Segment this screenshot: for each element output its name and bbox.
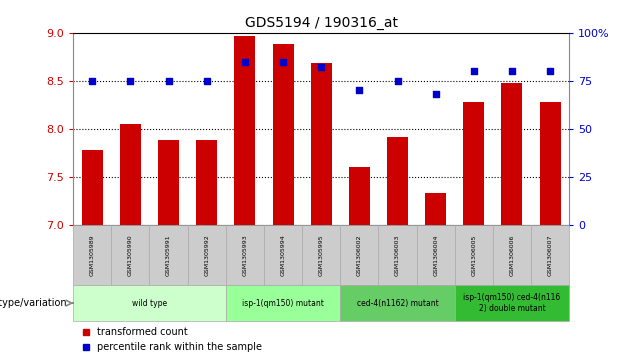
FancyBboxPatch shape: [73, 285, 226, 321]
Point: [87, 78, 97, 84]
FancyBboxPatch shape: [188, 225, 226, 285]
Bar: [540, 102, 561, 225]
FancyBboxPatch shape: [264, 225, 302, 285]
Bar: [197, 140, 218, 225]
Point: [392, 78, 403, 84]
Point: [163, 78, 174, 84]
Text: GSM1305990: GSM1305990: [128, 234, 133, 276]
Bar: [158, 140, 179, 225]
Text: GSM1305992: GSM1305992: [204, 234, 209, 276]
FancyBboxPatch shape: [302, 225, 340, 285]
FancyBboxPatch shape: [111, 225, 149, 285]
Text: isp-1(qm150) mutant: isp-1(qm150) mutant: [242, 299, 324, 307]
Text: GSM1305991: GSM1305991: [166, 234, 171, 276]
Point: [240, 58, 250, 65]
Text: GSM1306004: GSM1306004: [433, 234, 438, 276]
Text: GSM1306005: GSM1306005: [471, 234, 476, 276]
Bar: [81, 150, 103, 225]
FancyBboxPatch shape: [340, 225, 378, 285]
Text: GSM1306007: GSM1306007: [548, 234, 553, 276]
Text: wild type: wild type: [132, 299, 167, 307]
Bar: [463, 102, 485, 225]
Point: [507, 68, 517, 74]
FancyBboxPatch shape: [226, 285, 340, 321]
Text: GSM1305995: GSM1305995: [319, 234, 324, 276]
FancyBboxPatch shape: [340, 285, 455, 321]
Text: GSM1305989: GSM1305989: [90, 234, 95, 276]
Point: [545, 68, 555, 74]
Text: GSM1306002: GSM1306002: [357, 234, 362, 276]
Text: ced-4(n1162) mutant: ced-4(n1162) mutant: [357, 299, 438, 307]
FancyBboxPatch shape: [226, 225, 264, 285]
Text: GSM1306006: GSM1306006: [509, 234, 515, 276]
Text: transformed count: transformed count: [97, 327, 188, 337]
Bar: [311, 64, 332, 225]
Bar: [273, 44, 294, 225]
FancyBboxPatch shape: [455, 285, 569, 321]
Point: [125, 78, 135, 84]
Bar: [120, 124, 141, 225]
FancyBboxPatch shape: [73, 225, 111, 285]
Bar: [235, 36, 256, 225]
Point: [316, 64, 326, 70]
Text: GSM1305993: GSM1305993: [242, 234, 247, 276]
Title: GDS5194 / 190316_at: GDS5194 / 190316_at: [245, 16, 398, 30]
Text: percentile rank within the sample: percentile rank within the sample: [97, 342, 261, 352]
Bar: [501, 83, 523, 225]
FancyBboxPatch shape: [378, 225, 417, 285]
FancyBboxPatch shape: [417, 225, 455, 285]
Text: GSM1305994: GSM1305994: [280, 234, 286, 276]
Point: [278, 58, 288, 65]
Text: isp-1(qm150) ced-4(n116
2) double mutant: isp-1(qm150) ced-4(n116 2) double mutant: [464, 293, 560, 313]
FancyBboxPatch shape: [531, 225, 569, 285]
Point: [431, 91, 441, 97]
FancyBboxPatch shape: [149, 225, 188, 285]
Bar: [425, 193, 446, 225]
Text: genotype/variation: genotype/variation: [0, 298, 67, 308]
Point: [354, 87, 364, 93]
FancyBboxPatch shape: [493, 225, 531, 285]
Text: GSM1306003: GSM1306003: [395, 234, 400, 276]
Point: [202, 78, 212, 84]
Point: [469, 68, 479, 74]
Bar: [349, 167, 370, 225]
Bar: [387, 136, 408, 225]
FancyBboxPatch shape: [455, 225, 493, 285]
